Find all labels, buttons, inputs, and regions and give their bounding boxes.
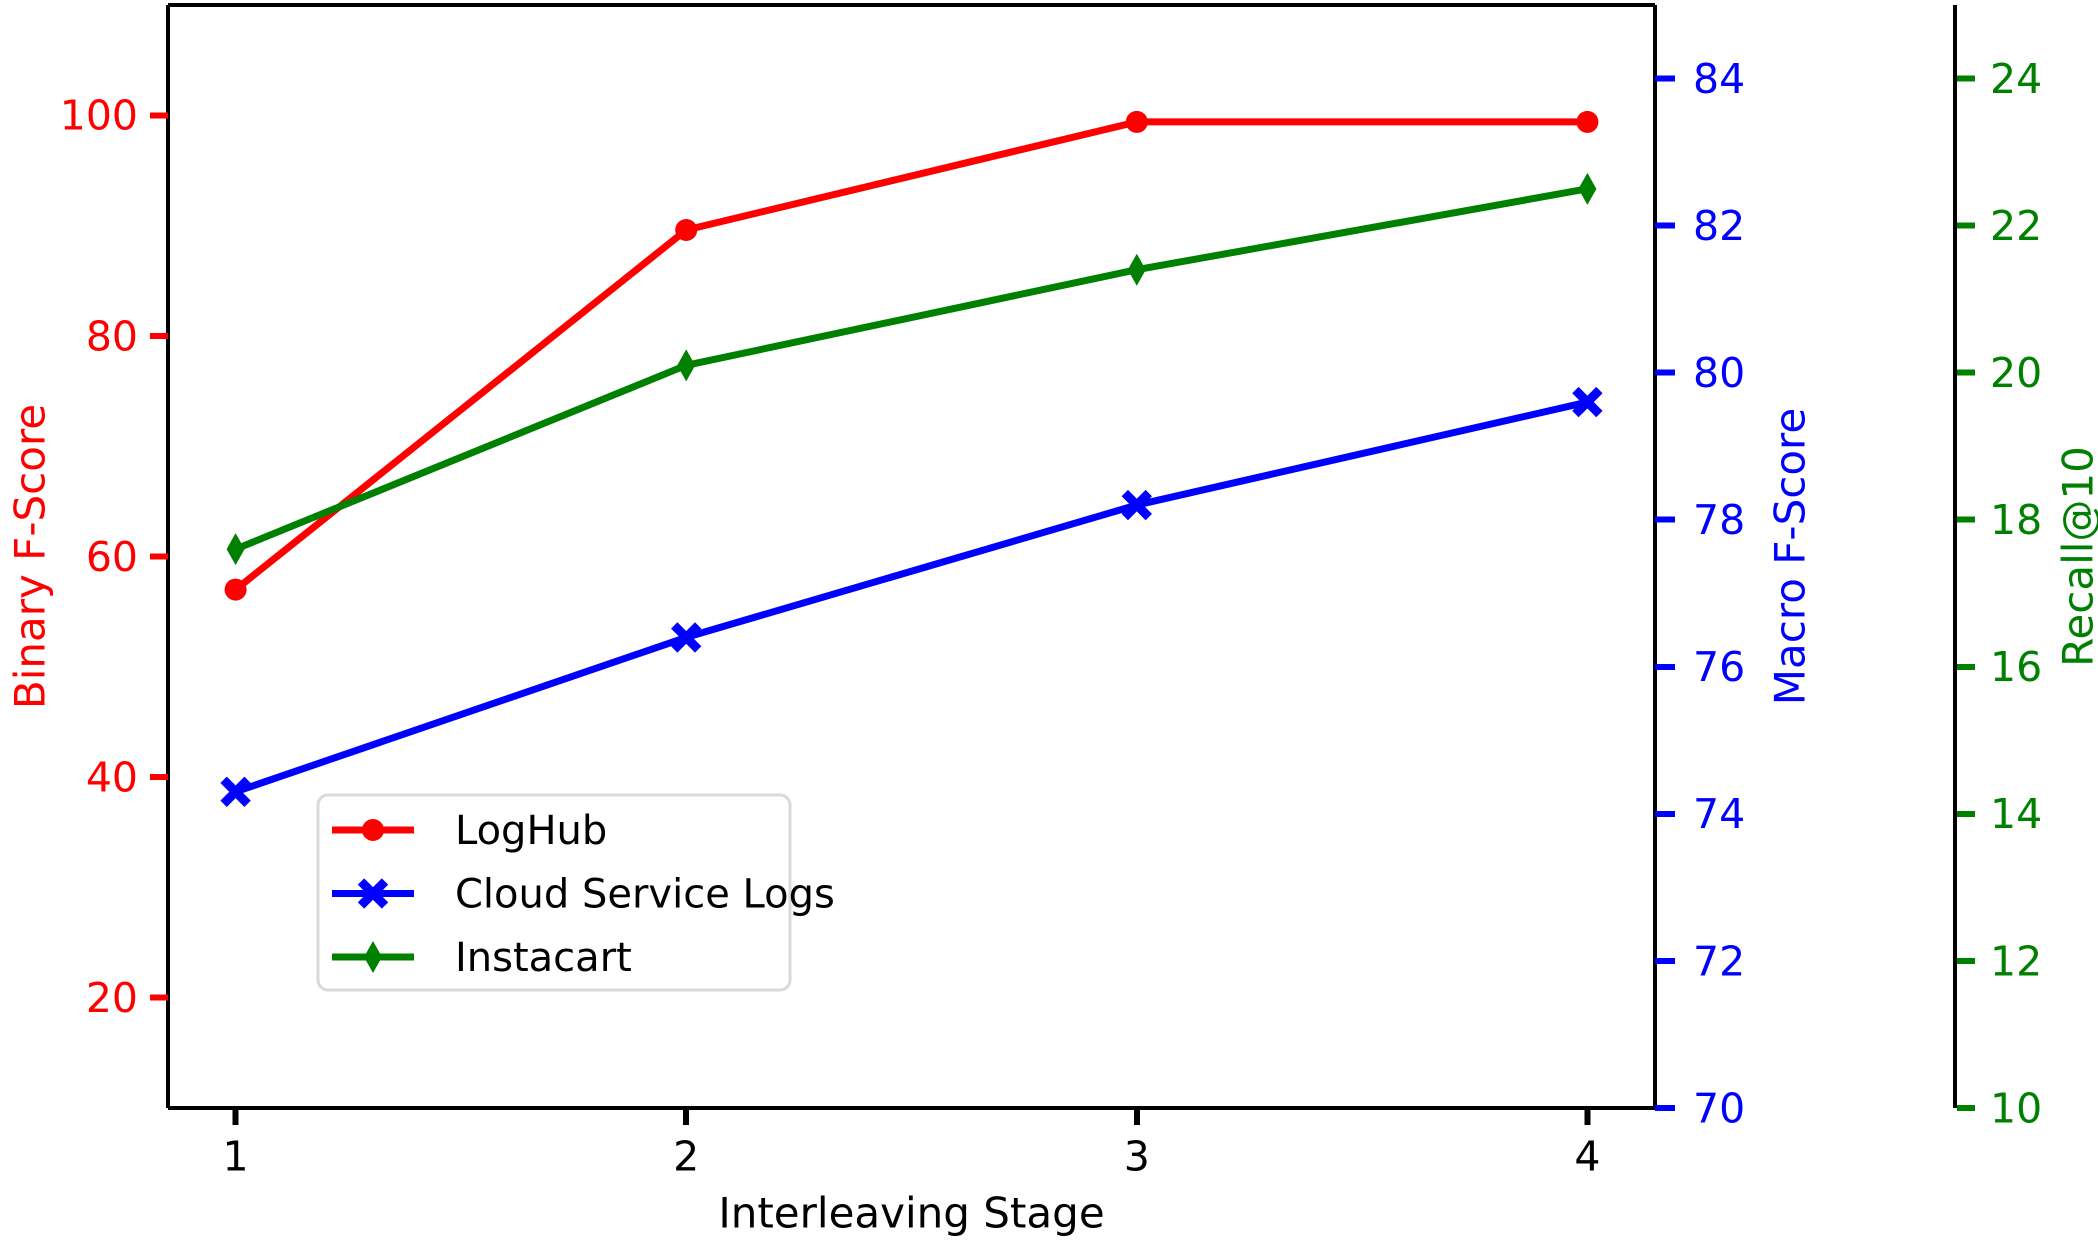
legend-item-instacart: Instacart: [332, 935, 632, 981]
y-tick-label: 14: [1990, 790, 2042, 838]
x-axis-ticks: 1 2 3 4 Interleaving Stage: [223, 1108, 1600, 1238]
legend-marker-loghub: [362, 819, 384, 841]
series-marker-cloud-service-logs-stage-1: [220, 776, 251, 807]
legend-label: Instacart: [455, 935, 632, 981]
legend-item-loghub: LogHub: [332, 808, 607, 854]
series-line-loghub: [233, 118, 1588, 593]
series-marker-instacart-stage-4: [1578, 172, 1597, 205]
series-marker-loghub-stage-3: [1125, 110, 1148, 133]
y-tick-label: 18: [1990, 496, 2042, 544]
y-tick-label: 24: [1990, 55, 2042, 103]
legend-box: [316, 793, 792, 992]
legend-label: LogHub: [455, 808, 607, 854]
y-tick-label: 10: [1990, 1084, 2042, 1132]
legend-marker-instacart: [364, 941, 382, 973]
y-tick-label: 60: [86, 533, 138, 581]
y-tick-label: 16: [1990, 643, 2042, 691]
y-tick-label: 74: [1693, 790, 1745, 838]
series-loghub: [224, 110, 1599, 601]
y-tick-label: 20: [1990, 349, 2042, 397]
y-tick-label: 100: [60, 92, 138, 140]
y-axis-title-right2: Recall@10: [2054, 446, 2098, 667]
series-marker-instacart-stage-3: [1127, 253, 1146, 286]
series-marker-loghub-stage-4: [1576, 110, 1599, 133]
series-marker-cloud-service-logs-stage-4: [1572, 386, 1603, 418]
y-tick-label: 20: [86, 974, 138, 1022]
y-tick-label: 22: [1990, 202, 2042, 250]
x-tick-label: 2: [673, 1132, 699, 1180]
y-tick-label: 78: [1693, 496, 1745, 544]
x-tick-label: 4: [1574, 1132, 1600, 1180]
series-instacart: [226, 172, 1597, 566]
y-tick-label: 84: [1693, 55, 1745, 103]
y-axis-right1: 70 72 74 76 78 80 82 84 Macro F-Score: [1655, 55, 1815, 1132]
series-line-instacart: [234, 185, 1589, 553]
series-marker-cloud-service-logs-stage-2: [671, 622, 702, 653]
series-marker-cloud-service-logs-stage-3: [1121, 489, 1152, 521]
series-marker-instacart-stage-1: [226, 533, 245, 566]
x-tick-label: 1: [223, 1132, 249, 1180]
y-tick-label: 82: [1693, 202, 1745, 250]
legend-marker-cloud-service-logs: [357, 878, 389, 909]
y-tick-label: 76: [1693, 643, 1745, 691]
series-line-cloud-service-logs: [234, 398, 1589, 796]
y-tick-label: 72: [1693, 937, 1745, 985]
series-cloud-service-logs: [220, 386, 1603, 807]
y-tick-label: 80: [86, 312, 138, 360]
y-tick-label: 80: [1693, 349, 1745, 397]
y-axis-title-left: Binary F-Score: [6, 404, 55, 709]
series-marker-instacart-stage-2: [677, 349, 696, 382]
y-axis-right2: 10 12 14 16 18 20 22 24 Recall@10: [1957, 55, 2098, 1132]
x-axis-title: Interleaving Stage: [718, 1189, 1104, 1238]
y-tick-label: 40: [86, 753, 138, 801]
series-marker-loghub-stage-1: [224, 578, 247, 601]
x-tick-label: 3: [1124, 1132, 1150, 1180]
legend-label: Cloud Service Logs: [455, 872, 835, 918]
y-tick-label: 12: [1990, 937, 2042, 985]
y-axis-title-right1: Macro F-Score: [1766, 408, 1815, 705]
y-tick-label: 70: [1693, 1084, 1745, 1132]
legend-item-cloud-service-logs: Cloud Service Logs: [332, 872, 835, 918]
legend: LogHub Cloud Service Logs Instacart: [316, 793, 835, 992]
y-axis-left: 20 40 60 80 100 Binary F-Score: [6, 92, 168, 1022]
series-marker-loghub-stage-2: [675, 219, 698, 242]
